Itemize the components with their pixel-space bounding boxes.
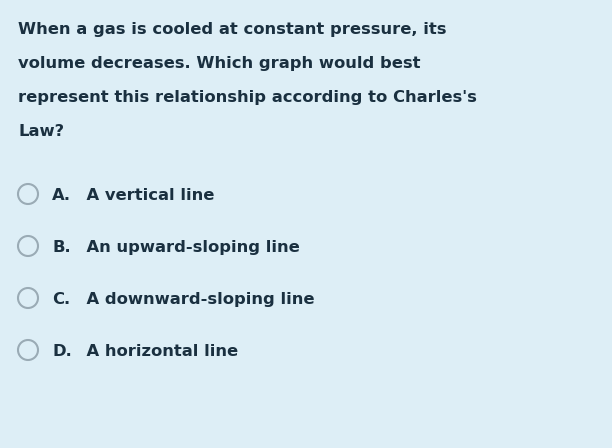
Text: D.: D. (52, 344, 72, 359)
Text: C.: C. (52, 292, 70, 307)
Circle shape (18, 236, 38, 256)
Text: When a gas is cooled at constant pressure, its: When a gas is cooled at constant pressur… (18, 22, 447, 37)
Text: represent this relationship according to Charles's: represent this relationship according to… (18, 90, 477, 105)
Circle shape (18, 288, 38, 308)
Text: An upward-sloping line: An upward-sloping line (75, 240, 300, 255)
Text: volume decreases. Which graph would best: volume decreases. Which graph would best (18, 56, 420, 71)
Text: Law?: Law? (18, 124, 64, 139)
Circle shape (18, 340, 38, 360)
Text: A vertical line: A vertical line (75, 188, 214, 203)
Text: A downward-sloping line: A downward-sloping line (75, 292, 315, 307)
Text: B.: B. (52, 240, 70, 255)
Text: A horizontal line: A horizontal line (75, 344, 238, 359)
Circle shape (18, 184, 38, 204)
Text: A.: A. (52, 188, 71, 203)
